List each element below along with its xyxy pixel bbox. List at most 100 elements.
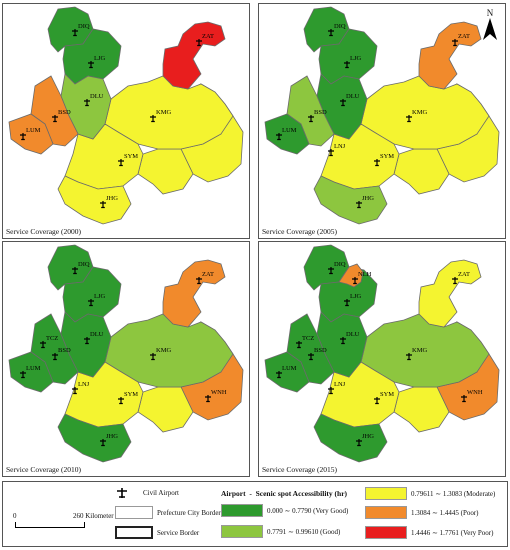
airport-icon [328,149,334,157]
map-panel-2010: DIQ LJG DLU TCZ BSD LUM ZAT KMG LNJ SYM WNH JHG Ser… [2,241,250,477]
city-label: BSD [314,347,327,354]
map-caption: Service Coverage (2000) [6,227,81,236]
map-caption: Service Coverage (2015) [262,465,337,474]
airport-lum: LUM [276,127,297,141]
airport-diq: DIQ [72,261,90,275]
map-caption: Service Coverage (2010) [6,465,81,474]
city-label: SYM [380,153,394,160]
region-zat [162,259,226,328]
airport-icon [100,439,106,447]
city-label: LJG [350,293,362,300]
airport-icon [406,115,412,123]
airport-ljg: LJG [344,55,362,69]
city-label: WNH [467,389,483,396]
airport-tcz: TCZ [40,335,58,349]
region-jhg [57,413,132,463]
city-label: SYM [124,391,138,398]
prefecture-swatch [115,506,153,519]
airport-icon [308,353,314,361]
airport-kmg: KMG [150,109,171,123]
region-jhg [313,413,388,463]
airport-jhg: JHG [100,195,118,209]
airport-ljg: LJG [344,293,362,307]
airport-icon [84,99,90,107]
city-label: DIQ [334,23,346,30]
city-label: DIQ [334,261,346,268]
north-label: N [486,8,494,18]
legend-class-label: 1.4446 ∼ 1.7761 (Very Poor) [411,528,494,537]
airport-icon [196,39,202,47]
airport-icon [72,267,78,275]
airport-jhg: JHG [100,433,118,447]
airport-icon [356,439,362,447]
airport-icon [340,99,346,107]
airport-zat: ZAT [452,33,470,47]
map-panel-2015: DIQ NLH LJG DLU TCZ BSD LUM ZAT KMG LNJ SYM WNH JHG … [258,241,506,477]
legend-airport-label: Civil Airport [143,489,179,497]
north-arrow-icon: N [479,8,501,44]
airport-icon [452,277,458,285]
airport-icon [196,277,202,285]
map-panel-2000: DIQ LJG DLU BSD LUM ZAT KMG SYM JHG Service Cove… [2,3,250,239]
legend-class-poor: 1.3084 ∼ 1.4445 (Poor) [365,506,479,519]
legend-class-label: 0.79611 ∼ 1.3083 (Moderate) [411,489,496,498]
city-label: DLU [346,331,360,338]
city-label: KMG [156,347,171,354]
airport-icon [374,159,380,167]
region-ljg [62,266,122,323]
city-label: BSD [58,109,71,116]
legend-class-label: 1.3084 ∼ 1.4445 (Poor) [411,508,479,517]
legend-prefecture: Prefecture City Border [115,506,221,519]
airport-icon [118,397,124,405]
airport-icon [374,397,380,405]
scale-zero: 0 [13,512,17,520]
city-label: LUM [282,365,297,372]
region-zat [418,21,482,90]
airport-dlu: DLU [84,331,104,345]
airport-dlu: DLU [84,93,104,107]
region-ljg [62,28,122,85]
airport-ljg: LJG [88,55,106,69]
very-poor-swatch [365,526,407,539]
airport-diq: DIQ [72,23,90,37]
city-label: DLU [90,331,104,338]
city-label: KMG [412,109,427,116]
coverage-map: DIQ LJG DLU BSD LUM ZAT KMG SYM JHG [8,6,244,225]
city-label: ZAT [202,33,214,40]
region-jhg [57,175,132,225]
airport-icon [150,115,156,123]
good-swatch [221,525,263,538]
airport-jhg: JHG [356,195,374,209]
city-label: ZAT [458,33,470,40]
city-label: JHG [362,195,374,202]
city-label: LJG [350,55,362,62]
map-caption: Service Coverage (2005) [262,227,337,236]
city-label: LJG [94,293,106,300]
city-label: TCZ [46,335,58,342]
airport-icon [88,61,94,69]
map-panel-2005: DIQ LJG DLU BSD LUM ZAT KMG LNJ SYM JHG N Service… [258,3,506,239]
airport-icon [344,299,350,307]
airport-icon [328,387,334,395]
legend-service-label: Service Border [157,528,200,537]
airport-icon [72,29,78,37]
airport-sym: SYM [118,391,138,405]
city-label: LNJ [78,381,90,388]
airport-icon [205,395,211,403]
region-nlh [338,263,364,288]
city-label: ZAT [458,271,470,278]
legend-class-moderate: 0.79611 ∼ 1.3083 (Moderate) [365,487,495,500]
moderate-swatch [365,487,407,500]
airport-icon [328,267,334,275]
airport-zat: ZAT [196,33,214,47]
airport-sym: SYM [374,391,394,405]
airport-kmg: KMG [150,347,171,361]
airport-diq: DIQ [328,261,346,275]
airport-lum: LUM [20,127,41,141]
scale-bar [15,522,85,528]
airport-bsd: BSD [52,347,71,361]
city-label: JHG [362,433,374,440]
airport-icon [100,201,106,209]
very-good-swatch [221,504,263,517]
